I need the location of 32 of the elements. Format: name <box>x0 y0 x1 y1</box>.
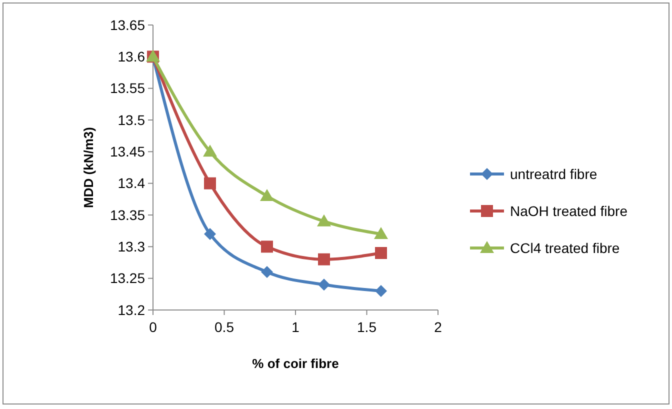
y-tick-label: 13.3 <box>118 238 146 255</box>
x-tick-label: 0 <box>149 319 158 335</box>
y-tick-label: 13.55 <box>110 80 146 96</box>
x-axis-title: % of coir fibre <box>252 356 339 371</box>
legend-label: NaOH treated fibre <box>510 202 628 219</box>
point <box>261 240 273 253</box>
point <box>204 228 216 240</box>
y-tick-label: 13.65 <box>110 16 146 33</box>
point <box>204 177 216 190</box>
y-tick-label: 13.4 <box>118 175 146 192</box>
point <box>318 278 330 291</box>
legend-label: CCl4 treated fibre <box>510 240 620 256</box>
point <box>375 247 387 259</box>
x-tick-label: 1 <box>292 319 300 335</box>
point <box>203 144 217 157</box>
point <box>374 227 388 239</box>
y-tick-label: 13.45 <box>110 144 146 160</box>
y-tick-label: 13.6 <box>118 48 146 65</box>
x-tick-label: 0.5 <box>214 319 234 335</box>
point <box>261 266 273 278</box>
point <box>317 214 331 226</box>
point <box>260 189 274 201</box>
y-tick-label: 13.25 <box>110 270 146 286</box>
x-tick-label: 1.5 <box>357 319 377 335</box>
legend-label: untreatrd fibre <box>510 166 598 182</box>
x-tick-label: 2 <box>434 319 442 335</box>
y-tick-label: 13.2 <box>118 302 146 318</box>
y-tick-label: 13.35 <box>110 206 146 223</box>
y-tick-label: 13.5 <box>118 112 146 128</box>
point <box>318 253 330 266</box>
point <box>375 285 387 297</box>
y-axis-title: MDD (kN/m3) <box>81 127 96 208</box>
